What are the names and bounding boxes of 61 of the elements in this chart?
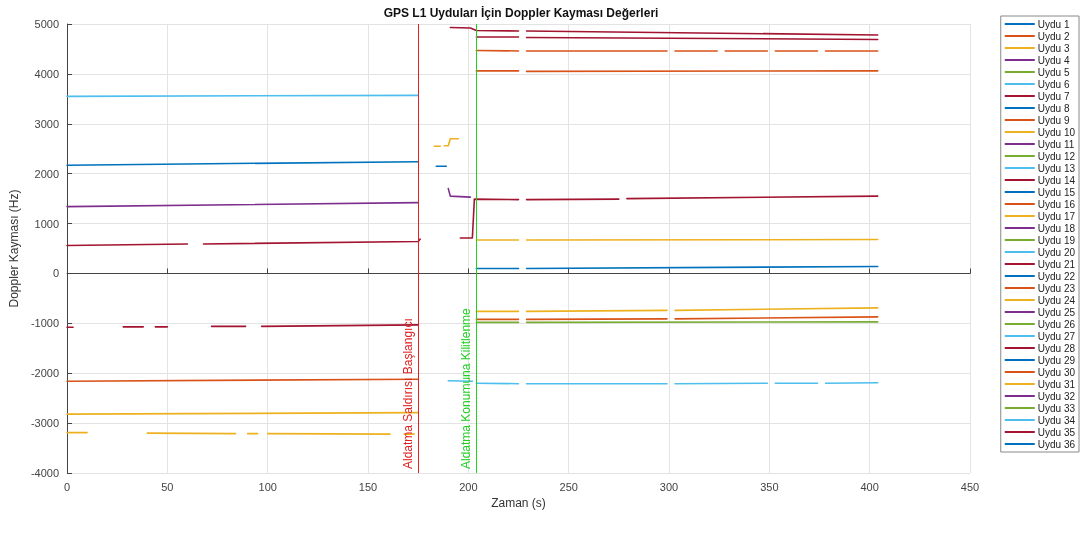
legend-label: Uydu 10 [1037,126,1076,138]
legend-label: Uydu 24 [1037,294,1076,306]
legend-label: Uydu 4 [1037,54,1070,66]
legend-label: Uydu 1 [1037,18,1070,30]
legend-label: Uydu 17 [1037,210,1076,222]
legend-label: Uydu 32 [1037,390,1076,402]
legend-label: Uydu 9 [1037,114,1070,126]
legend-label: Uydu 8 [1037,102,1070,114]
x-tick-label: 250 [559,480,578,493]
legend-label: Uydu 19 [1037,234,1076,246]
legend-label: Uydu 34 [1037,414,1076,426]
legend-label: Uydu 36 [1037,438,1076,450]
ref-line-label: Aldatma Saldırısı Başlangıcı [401,318,416,469]
y-tick-label: 1000 [34,217,60,230]
y-tick-label: -2000 [30,367,60,380]
y-tick-label: 2000 [34,167,60,180]
x-tick-label: 450 [960,480,980,493]
legend-label: Uydu 6 [1037,78,1070,90]
legend-label: Uydu 26 [1037,318,1076,330]
x-tick-label: 150 [358,480,378,493]
legend-label: Uydu 25 [1037,306,1076,318]
legend-label: Uydu 11 [1037,138,1075,150]
legend-label: Uydu 2 [1037,30,1070,42]
x-tick-label: 350 [760,480,779,493]
legend-label: Uydu 35 [1037,426,1076,438]
chart-title: GPS L1 Uyduları İçin Doppler Kayması Değerleri [383,5,659,20]
x-tick-label: 50 [161,480,174,493]
legend-label: Uydu 30 [1037,366,1076,378]
x-tick-label: 200 [459,480,478,493]
legend-label: Uydu 15 [1037,186,1076,198]
legend-label: Uydu 22 [1037,270,1076,282]
y-axis-title: Doppler Kayması (Hz) [7,189,21,308]
x-tick-label: 300 [659,480,679,493]
legend-label: Uydu 28 [1037,342,1076,354]
y-tick-label: 4000 [34,67,60,80]
y-tick-label: -1000 [30,317,60,330]
legend-label: Uydu 3 [1037,42,1070,54]
x-tick-label: 0 [63,480,71,493]
x-axis-title: Zaman (s) [491,495,546,510]
y-tick-label: 3000 [34,117,60,130]
legend-label: Uydu 31 [1037,378,1076,390]
ref-line-label: Aldatma Konumuna Kilitlenme [459,307,474,469]
y-tick-label: 5000 [34,18,60,30]
legend-label: Uydu 29 [1037,354,1076,366]
legend-label: Uydu 7 [1037,90,1070,102]
legend-label: Uydu 16 [1037,198,1076,210]
legend-label: Uydu 14 [1037,174,1076,186]
legend-label: Uydu 23 [1037,282,1076,294]
legend-label: Uydu 13 [1037,162,1076,174]
x-tick-label: 100 [258,480,277,493]
legend-label: Uydu 33 [1037,402,1076,414]
legend-label: Uydu 21 [1037,258,1076,270]
y-tick-label: -3000 [30,417,60,430]
legend-label: Uydu 12 [1037,150,1076,162]
x-tick-label: 400 [860,480,879,493]
y-tick-label: -4000 [30,467,60,479]
legend-label: Uydu 20 [1037,246,1076,258]
legend-label: Uydu 27 [1037,330,1076,342]
legend-label: Uydu 18 [1037,222,1076,234]
y-tick-label: 0 [52,267,60,280]
legend-label: Uydu 5 [1037,66,1070,78]
